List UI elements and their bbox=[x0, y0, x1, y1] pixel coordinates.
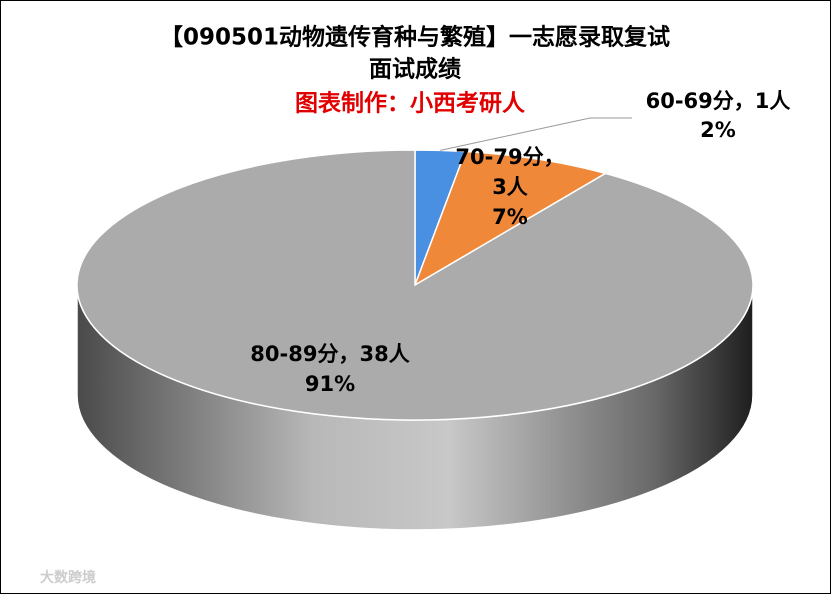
data-label: 80-89分，38人 bbox=[250, 342, 409, 366]
separator: ， bbox=[734, 89, 755, 113]
value-label: 38人 bbox=[359, 342, 409, 366]
category-label: 60-69分 bbox=[646, 89, 734, 113]
percent-label: 7% bbox=[492, 205, 528, 229]
value-label: 1人 bbox=[755, 89, 791, 113]
value-label: 3人 bbox=[492, 175, 528, 199]
data-label: 60-69分，1人 bbox=[646, 89, 791, 113]
chart-title: 面试成绩 bbox=[369, 56, 461, 83]
pie-slice bbox=[76, 149, 754, 421]
separator: ， bbox=[338, 342, 359, 366]
chart-subtitle: 图表制作：小西考研人 bbox=[295, 91, 526, 117]
pie bbox=[76, 149, 754, 531]
percent-label: 91% bbox=[305, 372, 355, 396]
category-label: 70-79分 bbox=[455, 145, 543, 169]
chart-title: 【090501动物遗传育种与繁殖】一志愿录取复试 bbox=[160, 24, 670, 51]
separator: ， bbox=[544, 145, 565, 169]
percent-label: 2% bbox=[700, 118, 736, 142]
leader-line bbox=[440, 117, 632, 151]
watermark: 大数跨境 bbox=[40, 569, 96, 586]
pie-slice bbox=[413, 150, 608, 287]
data-label: 70-79分， bbox=[455, 145, 564, 169]
category-label: 80-89分 bbox=[250, 342, 338, 366]
